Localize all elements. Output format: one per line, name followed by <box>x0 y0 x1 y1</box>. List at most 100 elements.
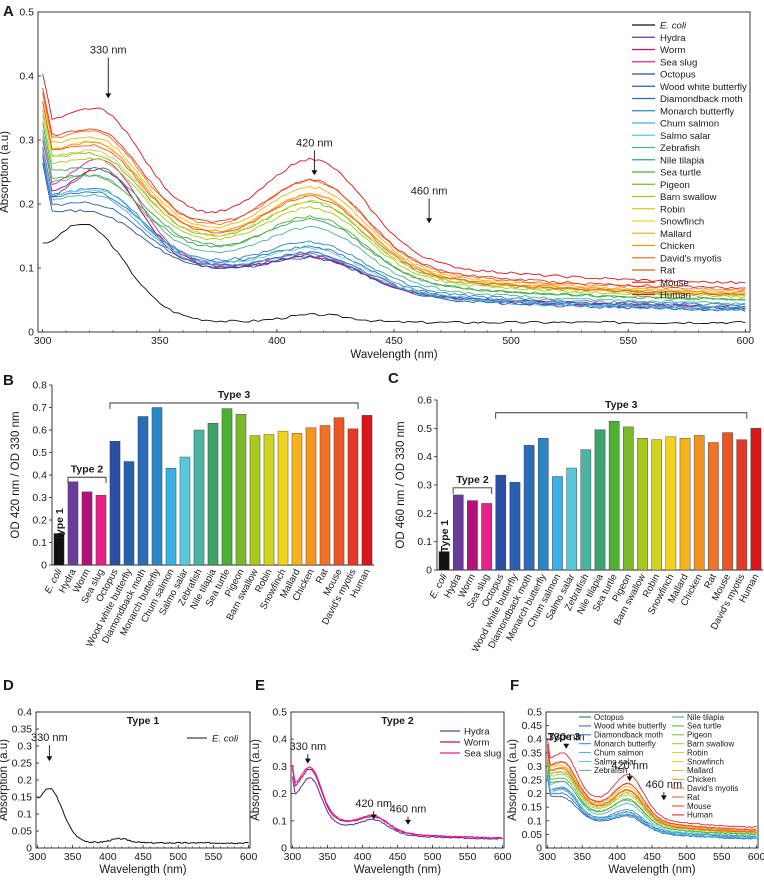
y-axis-title: Absorption (a.u) <box>507 739 519 821</box>
bar-19 <box>708 442 719 571</box>
legend-label: Chicken <box>660 241 695 252</box>
x-tick-label: 550 <box>619 335 637 347</box>
type-bracket <box>67 476 107 484</box>
y-tick-label: 0.4 <box>272 734 287 746</box>
y-tick-label: 0.1 <box>19 263 34 275</box>
bar-20 <box>722 432 733 571</box>
x-tick-label: 500 <box>424 851 442 863</box>
series-line-e--coli <box>37 788 249 845</box>
legend-label: Rat <box>687 793 700 802</box>
bar-13 <box>623 426 634 571</box>
legend-label: Zebrafish <box>660 143 700 154</box>
peak-arrow-head <box>46 756 53 762</box>
y-tick-label: 0 <box>536 843 542 855</box>
peak-arrow-head <box>660 795 667 801</box>
bar-3 <box>95 495 107 566</box>
legend-label: Worm <box>464 738 489 749</box>
y-tick-label: 0 <box>281 843 287 855</box>
x-tick-label: 400 <box>354 851 372 863</box>
legend-label: Hydra <box>464 727 490 738</box>
chart-C: 0 0.1 0.2 0.3 0.4 0.5 0.6 OD 460 nm / OD 330 nm… <box>395 395 763 654</box>
x-tick-label: 550 <box>713 851 731 863</box>
peak-label: 330 nm <box>289 741 326 753</box>
bar-15 <box>651 439 662 571</box>
peak-label: 420 nm <box>611 760 648 772</box>
y-tick-label: 0 <box>41 560 47 572</box>
legend-label: Worm <box>660 45 685 56</box>
series-line-mouse <box>42 88 746 290</box>
x-tick-label: 600 <box>240 851 258 863</box>
x-tick-label: 450 <box>643 851 661 863</box>
legend-label: Monarch butterfly <box>594 740 656 749</box>
ecoli-label: E. coli <box>660 21 687 32</box>
legend-label: David's myotis <box>687 784 738 793</box>
series-line-monarch-butterfly <box>42 149 746 306</box>
bar-6 <box>137 416 149 566</box>
chart-A: 300 350 400 450 500 550 600 0 0.1 0.2 0.3 0.4 0.5 Wav… <box>0 7 754 362</box>
series-line-barn-swallow <box>547 756 757 834</box>
y-tick-label: 0.2 <box>32 515 47 527</box>
peak-label: 460 nm <box>646 779 683 791</box>
bar-10 <box>193 429 205 566</box>
legend-label: Nile tilapia <box>687 713 724 722</box>
legend-label: Robin <box>660 204 685 215</box>
type-label: Type 3 <box>605 399 638 411</box>
legend-label: Robin <box>687 748 708 757</box>
chart-E: 300 350 400 450 500 550 600 0 0.1 0.2 0.3 0.4 0.5 Wav… <box>250 707 512 877</box>
series-line-rat <box>547 750 757 833</box>
y-tick-label: 0.25 <box>522 775 543 787</box>
legend-label: Chum salmon <box>660 119 719 130</box>
legend-label: Monarch butterfly <box>660 106 734 117</box>
y-tick-label: 0.1 <box>527 815 542 827</box>
bar-15 <box>263 434 275 566</box>
peak-arrow-head <box>370 814 377 820</box>
peak-arrow-head <box>426 218 433 224</box>
panel-letter-d: D <box>3 677 14 694</box>
series-line-mallard <box>547 747 757 832</box>
x-tick-label: 500 <box>678 851 696 863</box>
series-line-zebrafish <box>547 764 757 837</box>
x-tick-label: 350 <box>573 851 591 863</box>
series-line-salmo-salar <box>547 769 757 839</box>
bar-14 <box>249 435 261 566</box>
y-tick-label: 0.8 <box>32 380 47 392</box>
bar-8 <box>165 468 177 566</box>
legend-label: Sea slug <box>660 57 697 68</box>
series-line-robin <box>42 108 746 297</box>
series-line-rat <box>42 101 746 296</box>
bar-14 <box>637 438 648 571</box>
x-tick-label: 550 <box>205 851 223 863</box>
chart-B: 0 0.1 0.2 0.3 0.4 0.5 0.6 0.7 0.8 OD 420 nm / OD … <box>10 380 374 649</box>
chart-D: 300 350 400 450 500 550 600 0 0.05 0.1 0.15 0.2 0.25… <box>0 707 258 877</box>
peak-label: 330 nm <box>31 732 68 744</box>
y-tick-label: 0.1 <box>17 809 32 821</box>
bar-0 <box>53 533 65 566</box>
peak-arrow-head <box>626 776 633 782</box>
series-line-chum-salmon <box>42 151 746 312</box>
x-tick-label: 600 <box>737 335 755 347</box>
bar-16 <box>665 436 677 571</box>
legend-label: Sea slug <box>464 749 501 760</box>
bar-2 <box>81 491 93 566</box>
bar-11 <box>594 429 606 571</box>
y-tick-label: 0.15 <box>522 802 543 814</box>
y-tick-label: 0.5 <box>527 707 542 719</box>
legend-label: Rat <box>660 266 675 277</box>
type-bracket <box>109 402 359 409</box>
y-tick-label: 0.35 <box>12 724 33 736</box>
series-line-human <box>42 73 746 285</box>
x-tick-label: 500 <box>169 851 187 863</box>
legend-label: Mallard <box>660 229 691 240</box>
y-tick-label: 0.7 <box>32 402 47 414</box>
x-tick-label: 350 <box>151 335 169 347</box>
y-tick-label: 0.3 <box>417 480 432 492</box>
bar-17 <box>679 438 691 571</box>
legend-label: Diamondback moth <box>594 731 663 740</box>
bar-0 <box>438 551 450 571</box>
peak-arrow-head <box>563 743 570 749</box>
legend-label: Pigeon <box>687 731 712 740</box>
legend-label: Salmo salar <box>660 131 711 142</box>
panel-letter-a: A <box>3 3 14 20</box>
series-group <box>37 788 249 845</box>
y-tick-label: 0.35 <box>522 747 543 759</box>
